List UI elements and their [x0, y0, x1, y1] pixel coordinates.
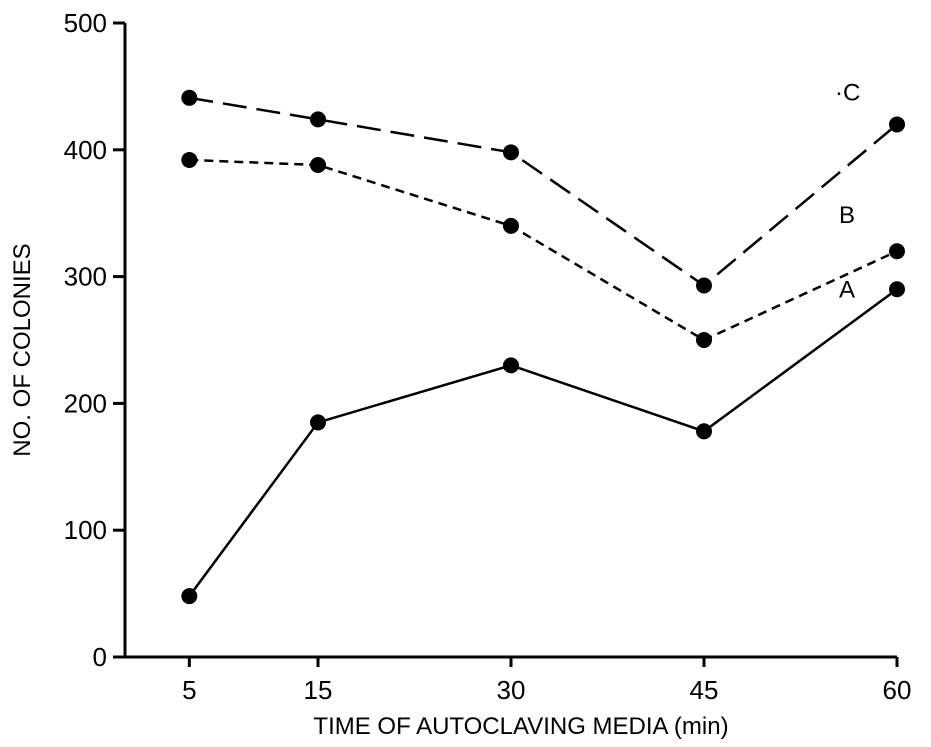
- series-label-b: B: [839, 202, 855, 229]
- series-labels: A B ·C: [835, 79, 860, 303]
- x-tick-label: 30: [497, 675, 526, 705]
- data-point-c: [310, 111, 326, 128]
- x-axis-label: TIME OF AUTOCLAVING MEDIA (min): [313, 713, 728, 740]
- series-points: [181, 89, 905, 605]
- axes: [123, 23, 897, 659]
- y-tick-label: 400: [64, 135, 107, 165]
- x-tick-label: 5: [182, 675, 196, 705]
- data-point-b: [310, 157, 326, 174]
- y-ticks: 0 100 200 300 400 500: [64, 8, 125, 672]
- data-point-a: [181, 588, 198, 605]
- data-point-a: [696, 423, 712, 440]
- y-tick-label: 100: [64, 515, 107, 545]
- x-tick-label: 60: [883, 675, 912, 705]
- data-point-b: [696, 332, 712, 348]
- data-point-c: [696, 277, 712, 294]
- x-tick-label: 15: [304, 675, 333, 705]
- data-point-a: [889, 281, 905, 298]
- data-point-c: [889, 116, 905, 133]
- y-tick-label: 0: [93, 642, 107, 672]
- x-tick-label: 45: [690, 675, 719, 705]
- data-point-c: [181, 89, 198, 106]
- data-point-b: [181, 151, 198, 168]
- series-line-b: [189, 158, 898, 342]
- series-lines: [188, 96, 898, 597]
- data-point-b: [889, 243, 905, 260]
- data-point-a: [503, 357, 519, 374]
- x-ticks: 5 15 30 45 60: [182, 657, 911, 705]
- series-line-c: [189, 96, 898, 288]
- data-point-c: [503, 144, 519, 161]
- y-tick-label: 200: [64, 388, 107, 418]
- series-label-c: ·C: [835, 79, 860, 106]
- series-label-a: A: [839, 276, 855, 303]
- y-tick-label: 300: [64, 262, 107, 292]
- y-axis-label: NO. OF COLONIES: [9, 243, 36, 456]
- series-line-a: [188, 288, 898, 597]
- data-point-a: [310, 414, 326, 431]
- data-point-b: [503, 217, 519, 234]
- y-tick-label: 500: [64, 8, 107, 38]
